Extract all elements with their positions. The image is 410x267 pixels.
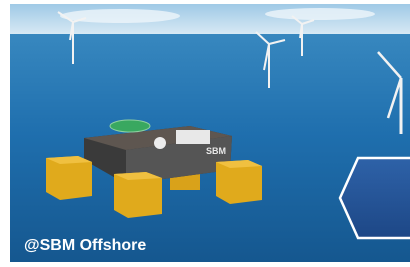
caption: @SBM Offshore: [24, 237, 146, 254]
platform-label: SBM: [206, 146, 226, 156]
cloud: [265, 8, 375, 20]
scene: SBM @SBM Offshore: [0, 0, 410, 267]
